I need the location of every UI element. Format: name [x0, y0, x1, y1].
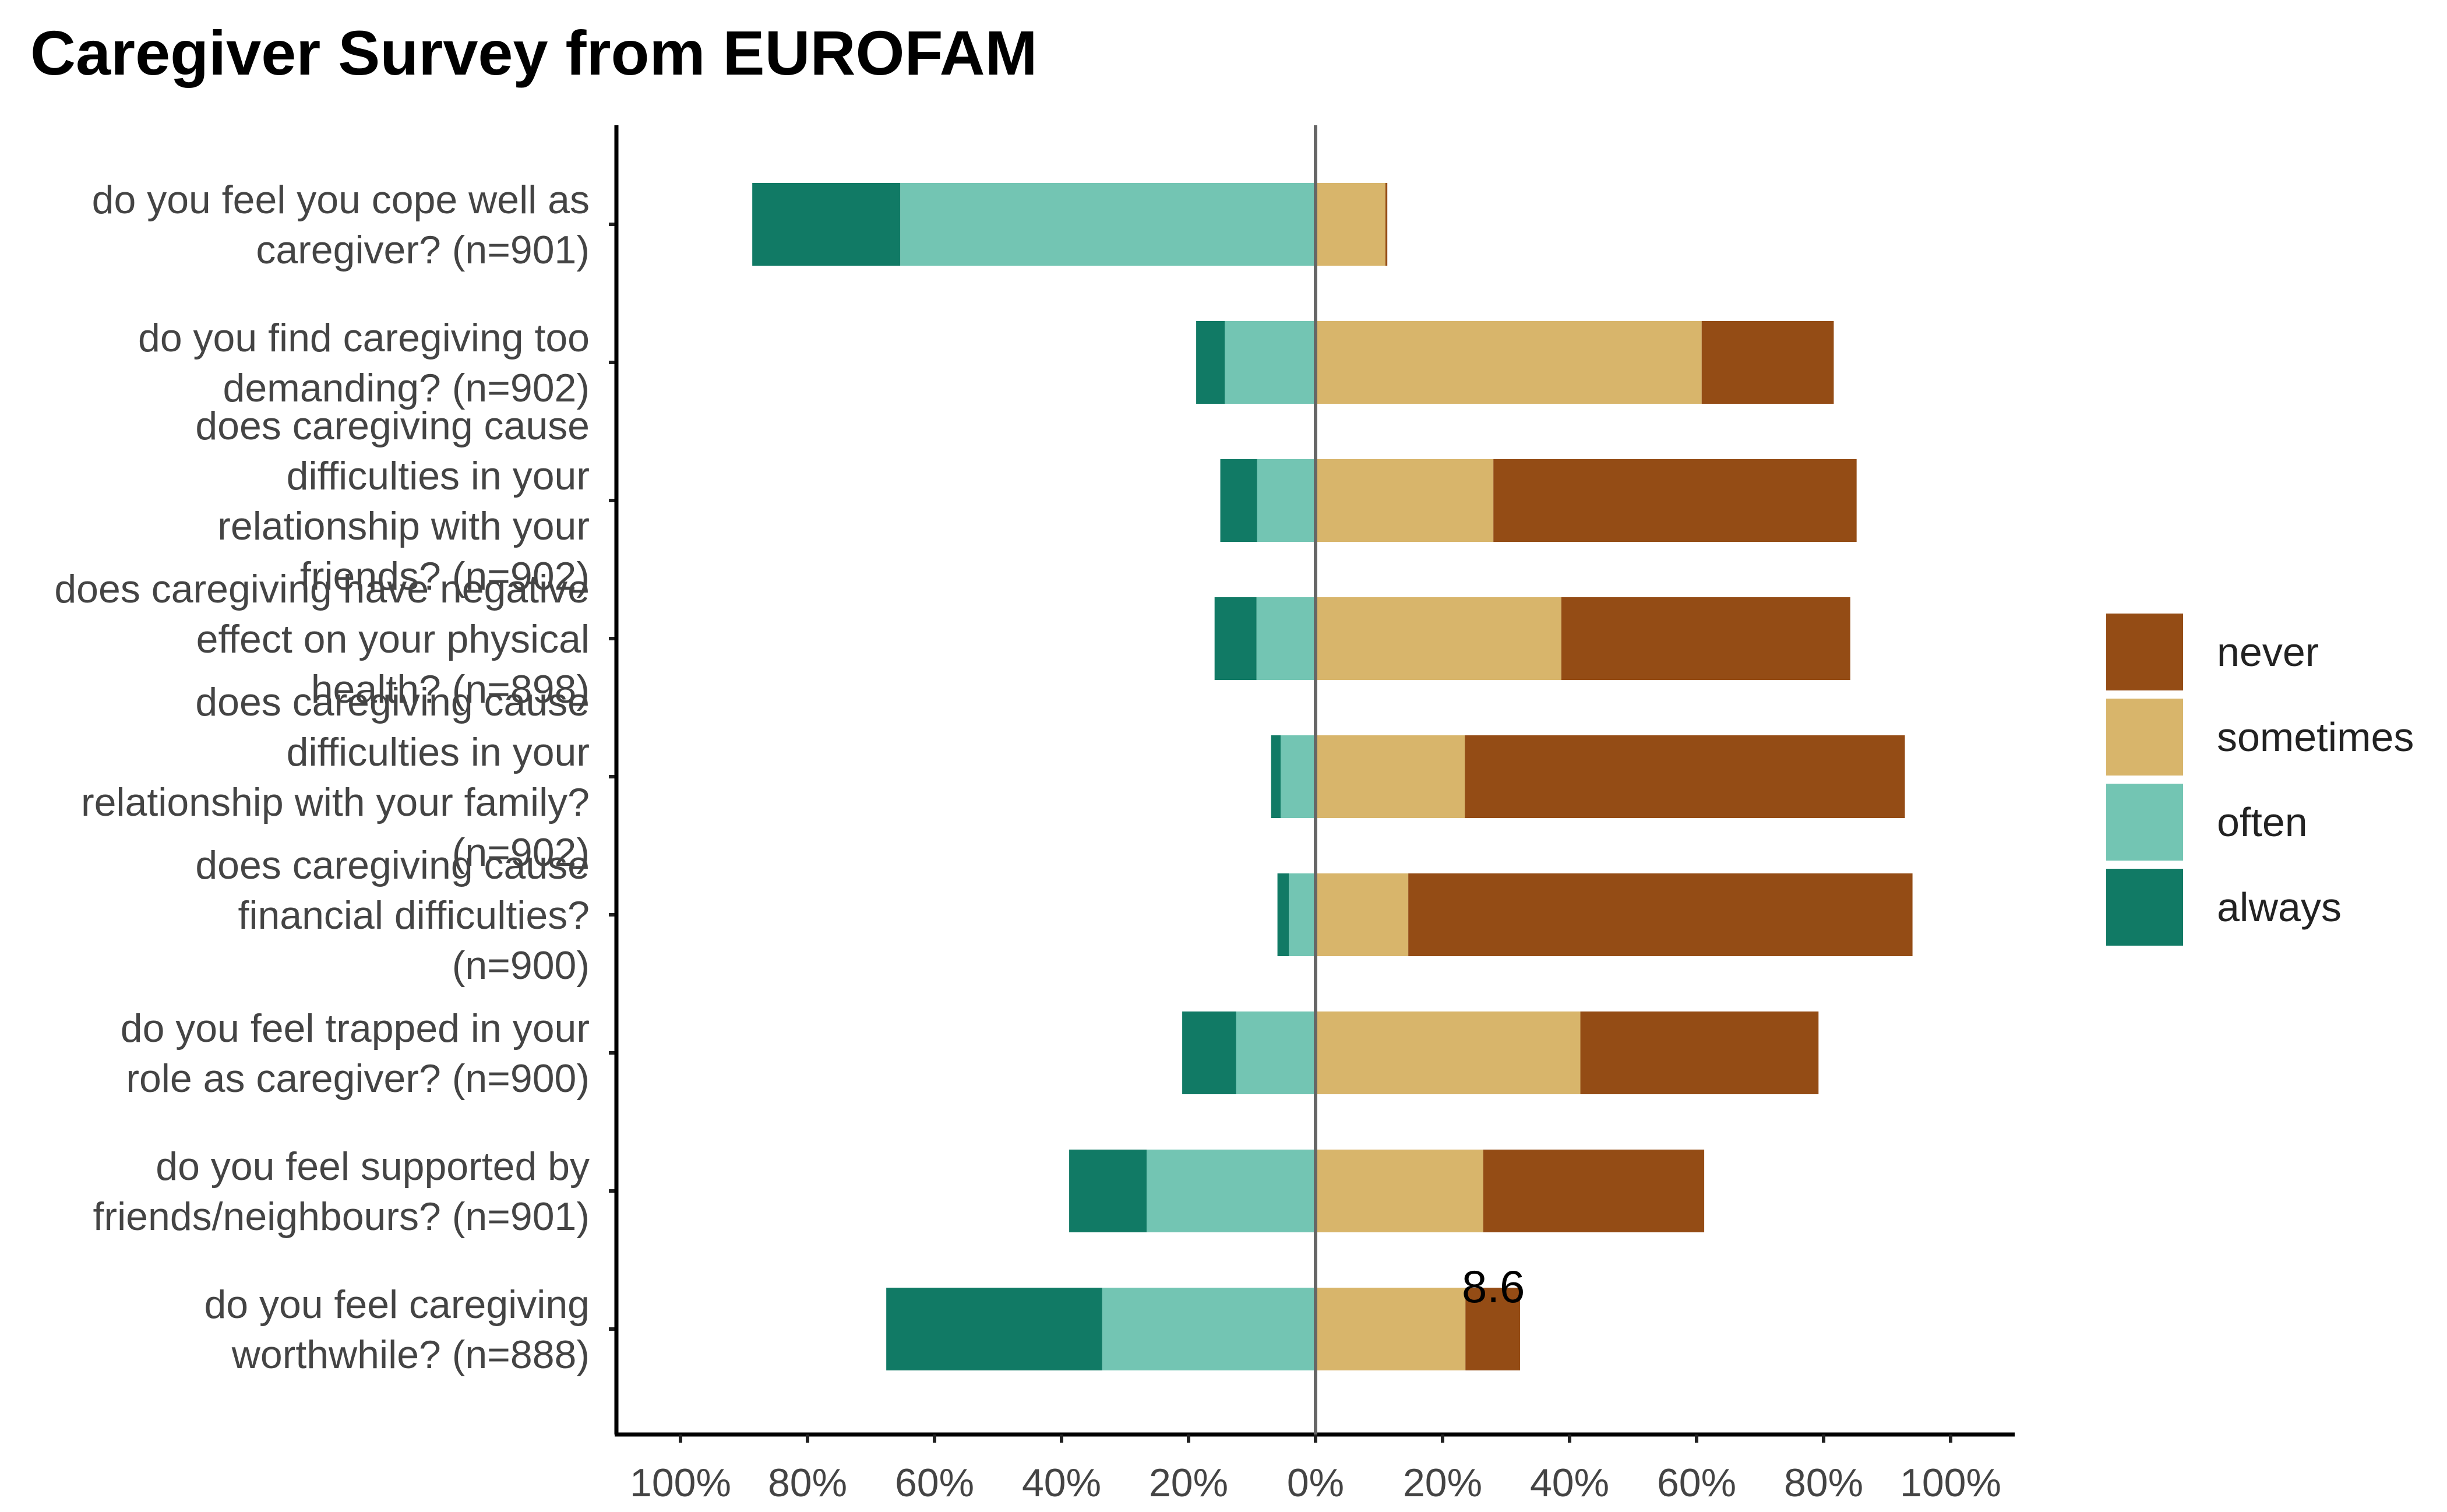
category-label-1: do you find caregiving too demanding? (n=…: [138, 316, 590, 410]
bar-often-5: [1289, 873, 1316, 956]
legend-key-sometimes: [2106, 699, 2183, 776]
bar-often-0: [900, 183, 1316, 266]
bar-never-1: [1701, 321, 1834, 404]
bars-layer: [752, 183, 1913, 1370]
x-tick-label-4: 20%: [1149, 1461, 1228, 1505]
x-tick-label-5: 0%: [1287, 1461, 1344, 1505]
category-label-6: do you feel trapped in your role as careg…: [121, 1006, 590, 1101]
category-label-2: does caregiving cause difficulties in you…: [195, 404, 590, 598]
bar-always-0: [752, 183, 901, 266]
legend: never sometimes often always: [2106, 614, 2414, 946]
x-tick-label-8: 60%: [1657, 1461, 1736, 1505]
legend-key-never: [2106, 614, 2183, 690]
category-label-7: do you feel supported by friends/neighbou…: [93, 1144, 590, 1239]
category-label-3: does caregiving have negative effect on y…: [54, 567, 590, 711]
bar-never-2: [1493, 459, 1857, 542]
bar-sometimes-1: [1316, 321, 1702, 404]
x-tick-label-1: 80%: [768, 1461, 847, 1505]
category-label-5: does caregiving cause financial difficult…: [195, 843, 590, 988]
x-tick-label-3: 40%: [1022, 1461, 1101, 1505]
legend-label-always: always: [2217, 884, 2342, 930]
legend-label-never: never: [2217, 629, 2319, 675]
bar-often-6: [1236, 1011, 1316, 1094]
bar-always-7: [1069, 1150, 1147, 1232]
bar-sometimes-3: [1316, 597, 1561, 680]
bar-sometimes-4: [1316, 735, 1465, 818]
annotations: 8.6: [1462, 1261, 1525, 1312]
bar-often-2: [1257, 459, 1316, 542]
bar-never-0: [1385, 183, 1388, 266]
legend-key-always: [2106, 869, 2183, 946]
bar-always-4: [1271, 735, 1281, 818]
bar-sometimes-7: [1316, 1150, 1483, 1232]
bar-always-3: [1214, 597, 1257, 680]
bar-never-8: [1465, 1288, 1520, 1370]
bar-sometimes-0: [1316, 183, 1385, 266]
bar-never-5: [1408, 873, 1913, 956]
legend-label-sometimes: sometimes: [2217, 714, 2414, 760]
x-tick-label-2: 60%: [895, 1461, 974, 1505]
bar-always-8: [886, 1288, 1102, 1370]
x-tick-label-10: 100%: [1900, 1461, 2001, 1505]
bar-never-7: [1483, 1150, 1705, 1232]
bar-always-2: [1220, 459, 1257, 542]
bar-often-4: [1281, 735, 1316, 818]
bar-sometimes-6: [1316, 1011, 1581, 1094]
bar-often-3: [1256, 597, 1316, 680]
chart-title: Caregiver Survey from EUROFAM: [30, 17, 1038, 88]
bar-often-1: [1225, 321, 1316, 404]
category-label-0: do you feel you cope well as caregiver? (…: [92, 178, 590, 272]
bar-sometimes-8: [1316, 1288, 1466, 1370]
bar-sometimes-2: [1316, 459, 1494, 542]
bar-always-1: [1196, 321, 1225, 404]
bar-always-5: [1277, 873, 1289, 956]
x-tick-label-9: 80%: [1784, 1461, 1863, 1505]
x-tick-label-6: 20%: [1403, 1461, 1482, 1505]
bar-never-6: [1580, 1011, 1819, 1094]
category-labels: do you feel you cope well as caregiver? (…: [54, 178, 616, 1377]
bar-never-4: [1465, 735, 1905, 818]
bar-often-8: [1102, 1288, 1316, 1370]
legend-label-often: often: [2217, 799, 2308, 845]
bar-never-3: [1561, 597, 1850, 680]
x-tick-label-0: 100%: [630, 1461, 731, 1505]
category-label-4: does caregiving cause difficulties in you…: [81, 680, 590, 875]
annotation-0: 8.6: [1462, 1261, 1525, 1312]
legend-key-often: [2106, 784, 2183, 861]
bar-sometimes-5: [1316, 873, 1409, 956]
x-tick-label-7: 40%: [1530, 1461, 1609, 1505]
category-label-8: do you feel caregiving worthwhile? (n=888…: [204, 1282, 590, 1377]
bar-always-6: [1182, 1011, 1236, 1094]
x-tick-labels: 100% 80% 60% 40% 20% 0% 20% 40% 60% 80% 100%: [630, 1435, 2001, 1505]
bar-often-7: [1147, 1150, 1316, 1232]
